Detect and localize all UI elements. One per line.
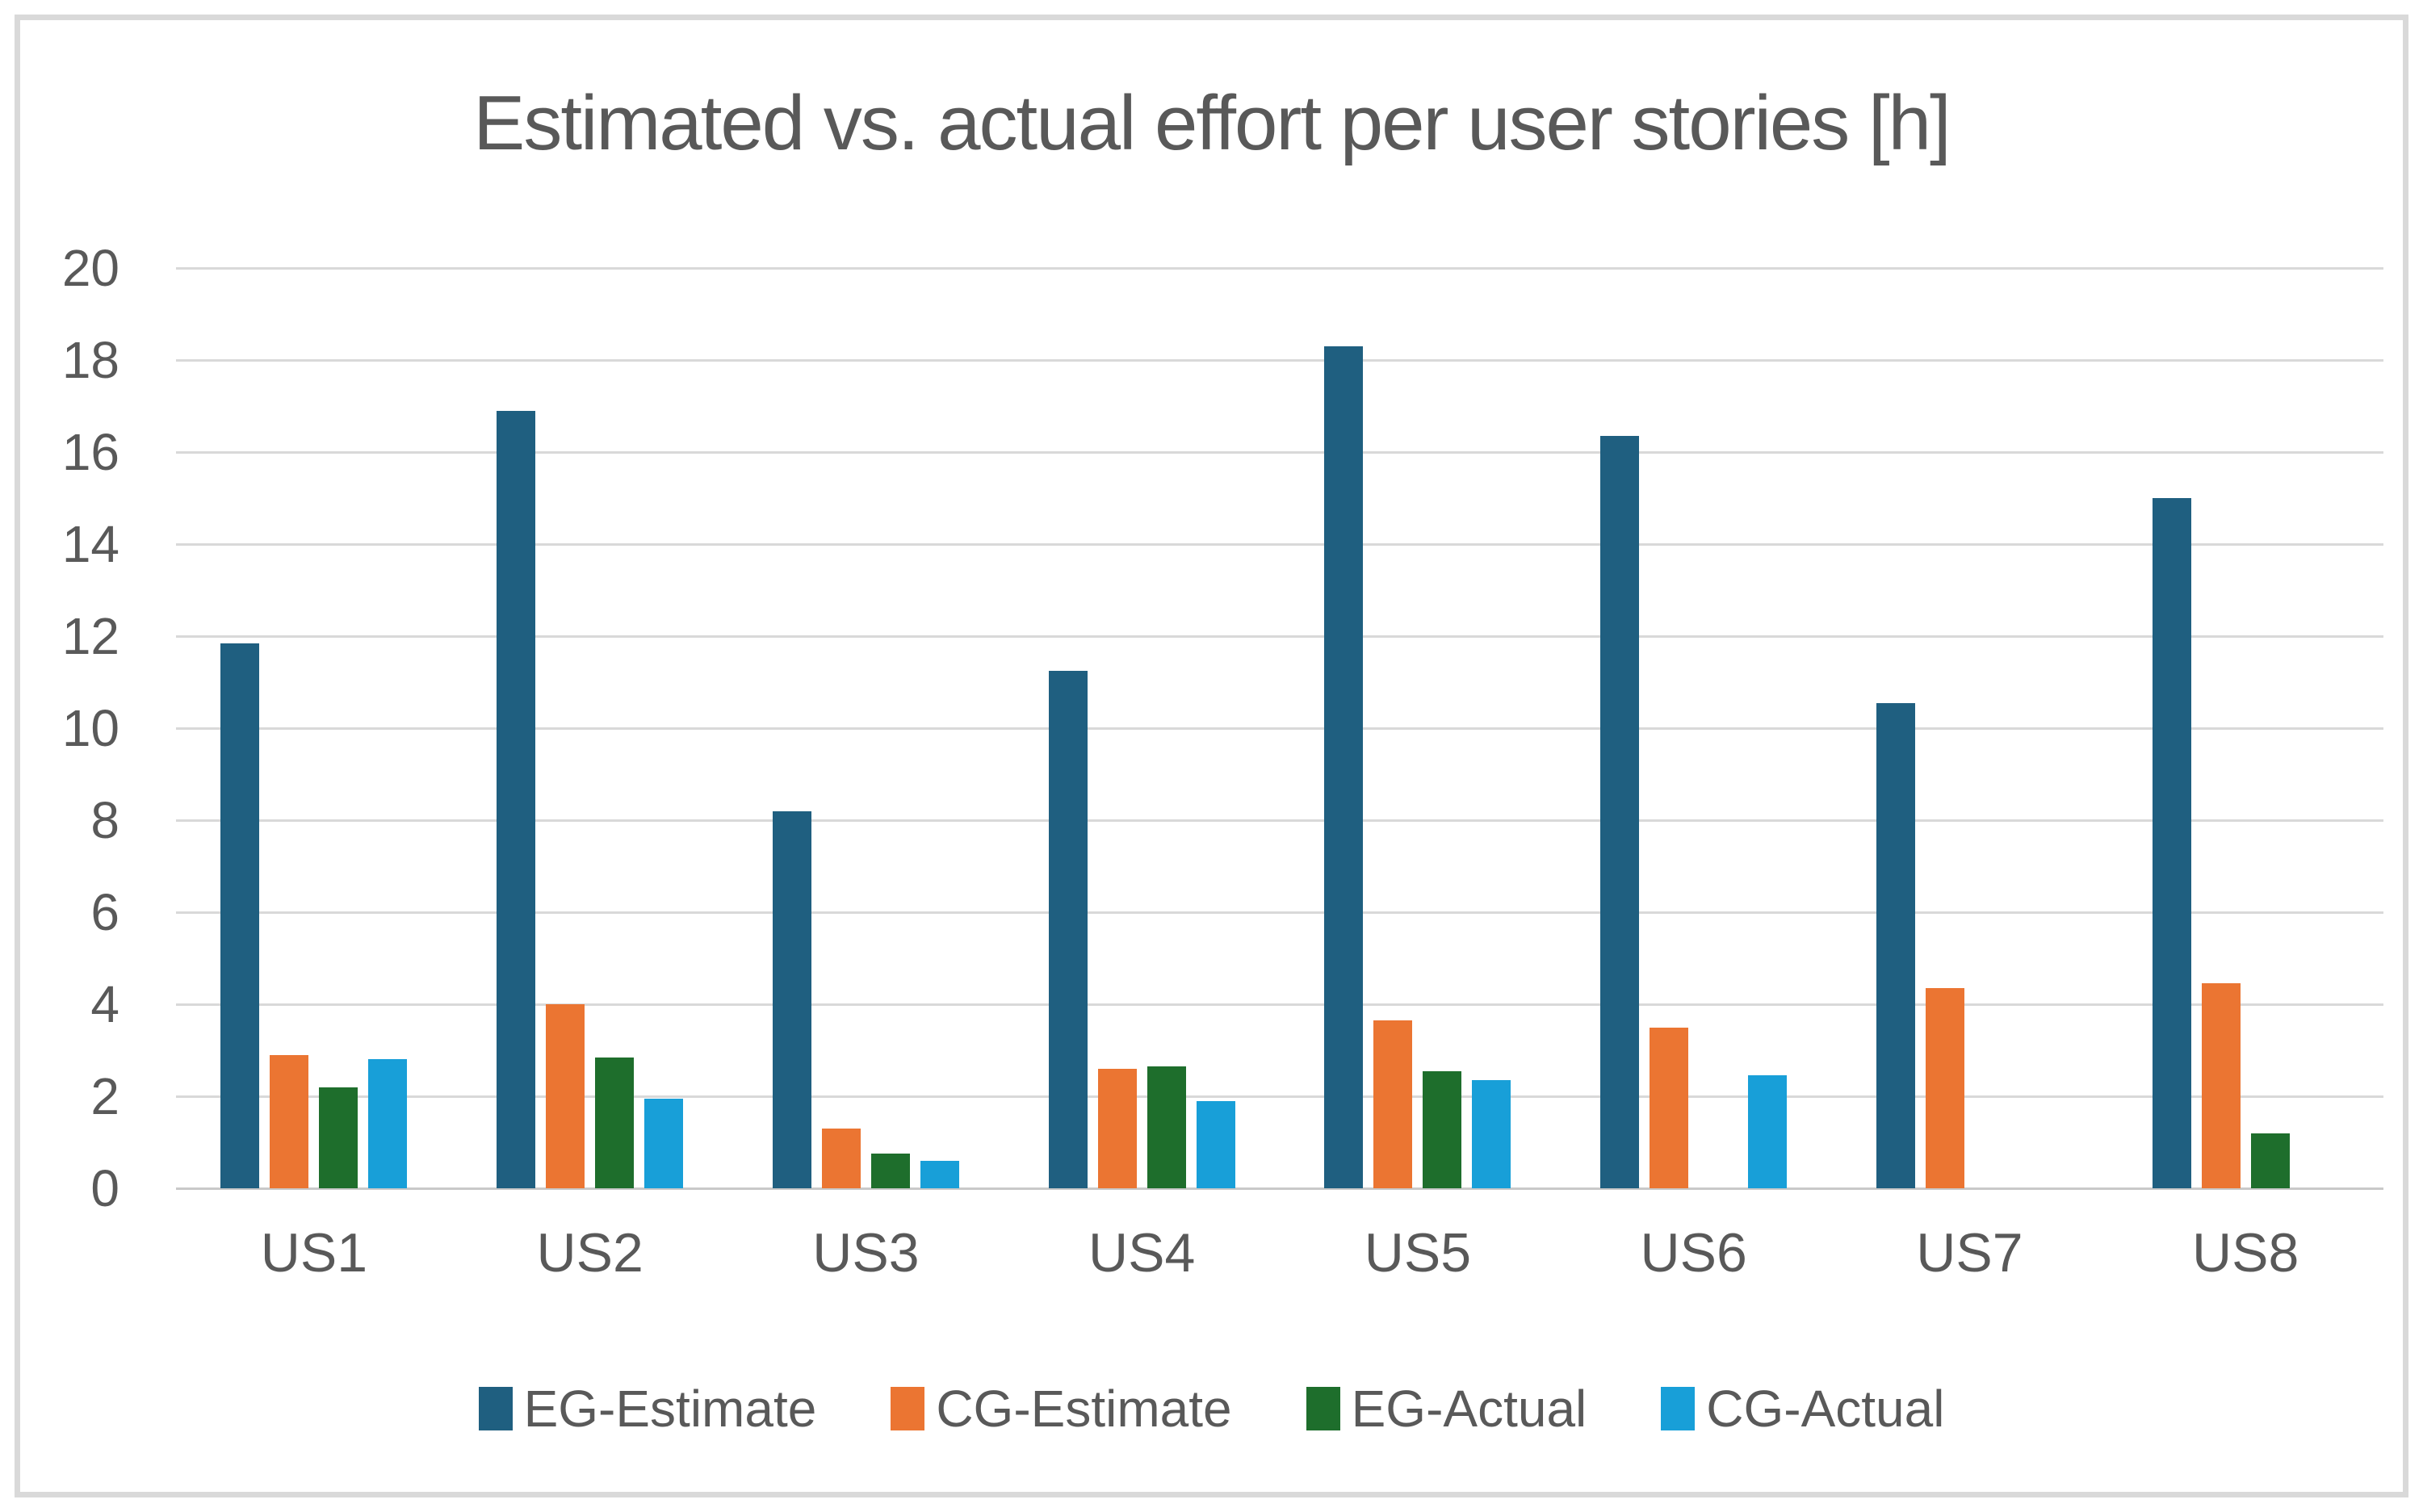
bar-eg-estimate-us5	[1324, 346, 1364, 1188]
gridline-y-10	[176, 727, 2383, 730]
bar-eg-actual-us4	[1147, 1066, 1186, 1188]
gridline-y-8	[176, 819, 2383, 822]
bar-cg-estimate-us1	[270, 1054, 309, 1188]
gridline-y-20	[176, 266, 2383, 270]
legend-swatch-cg-estimate	[891, 1387, 925, 1430]
y-axis-tick-label-0: 0	[90, 1159, 119, 1217]
chart-frame-border	[15, 15, 2408, 1497]
y-axis-tick-label-10: 10	[61, 699, 119, 757]
legend-label-cg-estimate: CG-Estimate	[936, 1380, 1232, 1438]
x-axis-category-label-us3: US3	[812, 1222, 920, 1284]
legend-item-cg-estimate: CG-Estimate	[891, 1379, 1232, 1439]
bar-group-us2	[452, 268, 728, 1188]
gridline-y-4	[176, 1003, 2383, 1006]
bar-cg-estimate-us4	[1097, 1068, 1137, 1188]
y-axis-tick-label-14: 14	[61, 515, 119, 573]
bar-eg-estimate-us8	[2152, 498, 2191, 1188]
legend-swatch-cg-actual	[1661, 1387, 1696, 1430]
legend-item-eg-estimate: EG-Estimate	[478, 1379, 817, 1439]
bar-eg-estimate-us4	[1048, 670, 1088, 1188]
bar-eg-estimate-us7	[1876, 702, 1915, 1188]
bar-cg-actual-us2	[644, 1098, 684, 1188]
bar-cg-actual-us4	[1196, 1100, 1235, 1188]
y-axis-tick-label-6: 6	[90, 883, 119, 941]
bar-eg-actual-us2	[595, 1057, 635, 1188]
y-axis-tick-label-16: 16	[61, 423, 119, 481]
bar-cg-actual-us6	[1748, 1075, 1788, 1188]
bar-cg-estimate-us2	[546, 1004, 585, 1188]
bar-eg-estimate-us3	[772, 810, 811, 1188]
bar-group-us6	[1556, 268, 1832, 1188]
x-axis-category-label-us6: US6	[1640, 1222, 1747, 1284]
bar-eg-actual-us8	[2250, 1133, 2290, 1188]
bar-eg-estimate-us2	[497, 410, 536, 1188]
legend-item-cg-actual: CG-Actual	[1661, 1379, 1944, 1439]
bar-group-us1	[176, 268, 452, 1188]
bar-eg-estimate-us6	[1600, 436, 1640, 1188]
bar-cg-actual-us1	[368, 1059, 408, 1188]
y-axis-tick-label-12: 12	[61, 607, 119, 665]
plot-area	[176, 266, 2383, 1190]
bar-cg-actual-us3	[920, 1160, 959, 1188]
y-axis-tick-label-20: 20	[61, 239, 119, 297]
bar-cg-estimate-us6	[1650, 1027, 1689, 1188]
x-axis-category-label-us2: US2	[536, 1222, 643, 1284]
bar-cg-actual-us5	[1472, 1080, 1511, 1188]
gridline-y-16	[176, 450, 2383, 454]
bar-cg-estimate-us5	[1373, 1020, 1413, 1188]
x-axis-category-label-us4: US4	[1088, 1222, 1196, 1284]
bar-cg-estimate-us7	[1925, 988, 1964, 1188]
legend-swatch-eg-estimate	[478, 1387, 513, 1430]
bar-group-us8	[2107, 268, 2383, 1188]
gridline-y-14	[176, 542, 2383, 546]
legend: EG-Estimate CG-Estimate EG-Actual CG-Actual	[0, 1368, 2423, 1449]
y-axis-tick-label-8: 8	[90, 791, 119, 849]
bar-group-us3	[728, 268, 1004, 1188]
x-axis-category-label-us1: US1	[260, 1222, 368, 1284]
gridline-y-12	[176, 635, 2383, 638]
y-axis-tick-label-2: 2	[90, 1067, 119, 1125]
bar-cg-estimate-us8	[2201, 983, 2241, 1188]
legend-swatch-eg-actual	[1306, 1387, 1340, 1430]
bar-eg-estimate-us1	[220, 643, 260, 1188]
bar-eg-actual-us3	[870, 1154, 910, 1188]
y-axis-tick-label-4: 4	[90, 975, 119, 1033]
bar-group-us4	[1004, 268, 1280, 1188]
bar-group-us5	[1280, 268, 1556, 1188]
bar-eg-actual-us5	[1423, 1070, 1462, 1188]
x-axis-category-label-us8: US8	[2191, 1222, 2299, 1284]
bar-cg-estimate-us3	[821, 1128, 861, 1188]
bar-eg-actual-us1	[319, 1087, 358, 1188]
legend-label-eg-actual: EG-Actual	[1351, 1380, 1587, 1438]
legend-label-cg-actual: CG-Actual	[1706, 1380, 1945, 1438]
legend-label-eg-estimate: EG-Estimate	[523, 1380, 817, 1438]
x-axis-category-label-us5: US5	[1364, 1222, 1472, 1284]
y-axis-tick-label-18: 18	[61, 331, 119, 389]
x-axis-line	[176, 1187, 2383, 1190]
gridline-y-2	[176, 1095, 2383, 1098]
bar-group-us7	[1832, 268, 2108, 1188]
x-axis-category-label-us7: US7	[1916, 1222, 2023, 1284]
gridline-y-6	[176, 911, 2383, 914]
chart-title: Estimated vs. actual effort per user sto…	[473, 80, 1951, 166]
legend-item-eg-actual: EG-Actual	[1306, 1379, 1587, 1439]
gridline-y-18	[176, 358, 2383, 362]
